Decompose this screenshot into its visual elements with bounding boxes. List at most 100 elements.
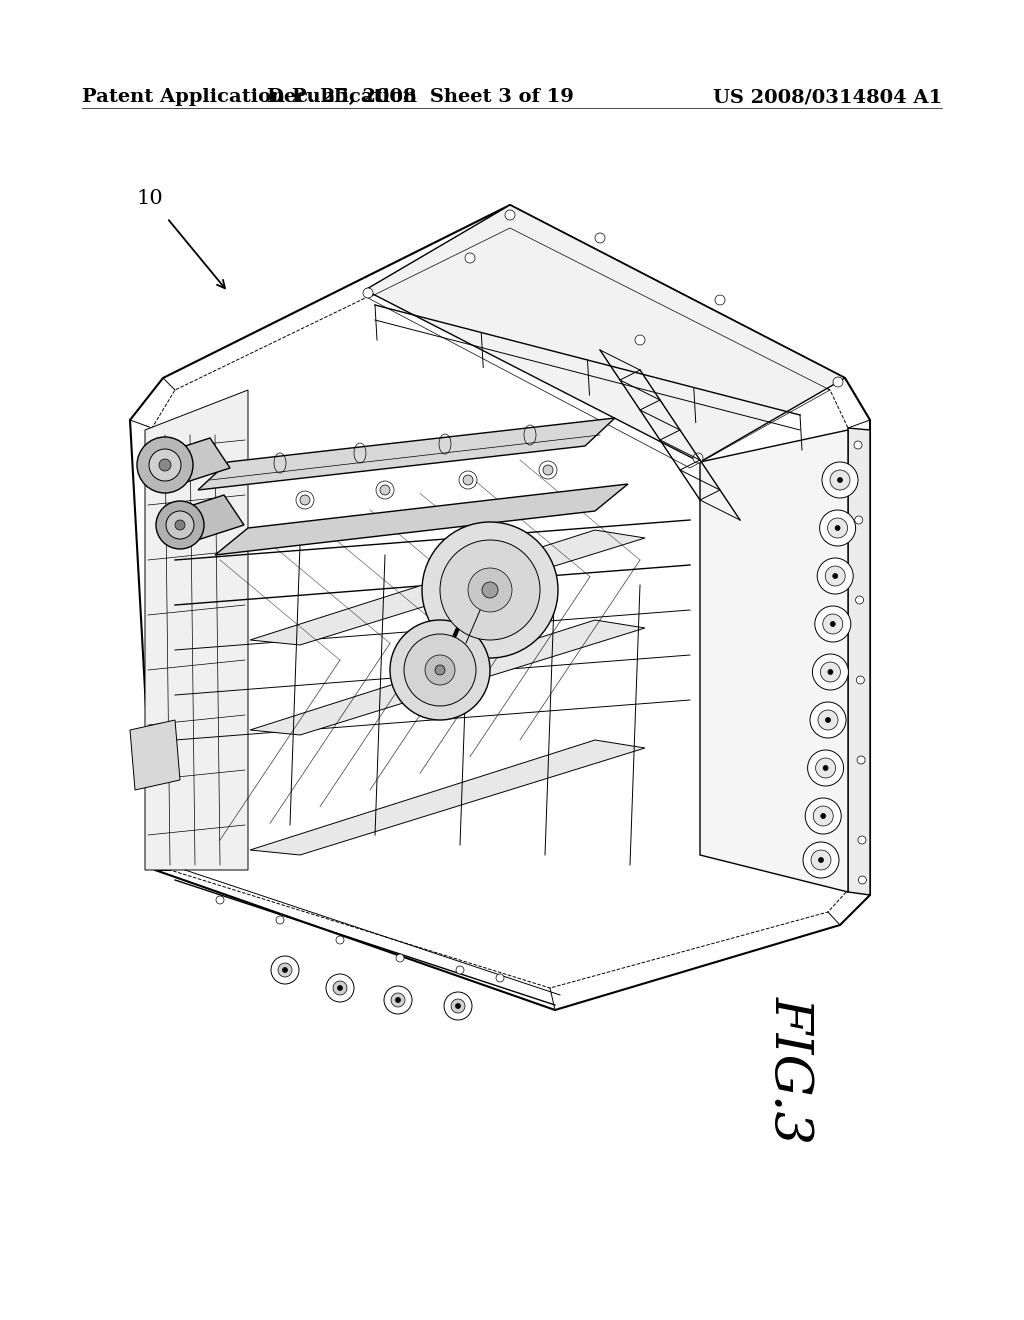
Circle shape	[833, 378, 843, 387]
Circle shape	[838, 478, 843, 483]
Circle shape	[278, 964, 292, 977]
Text: FIG.3: FIG.3	[765, 997, 815, 1144]
Circle shape	[813, 807, 834, 826]
Circle shape	[830, 470, 850, 490]
Circle shape	[543, 465, 553, 475]
Circle shape	[836, 525, 840, 531]
Circle shape	[823, 614, 843, 634]
Circle shape	[827, 669, 833, 675]
Circle shape	[858, 876, 866, 884]
Circle shape	[855, 597, 863, 605]
Circle shape	[396, 954, 404, 962]
Circle shape	[404, 634, 476, 706]
Circle shape	[465, 253, 475, 263]
Circle shape	[822, 462, 858, 498]
Text: Patent Application Publication: Patent Application Publication	[82, 88, 417, 106]
Circle shape	[820, 663, 841, 682]
Polygon shape	[130, 205, 870, 1010]
Polygon shape	[148, 438, 230, 488]
Circle shape	[463, 475, 473, 484]
Circle shape	[856, 676, 864, 684]
Circle shape	[858, 836, 866, 843]
Text: US 2008/0314804 A1: US 2008/0314804 A1	[713, 88, 942, 106]
Circle shape	[855, 516, 863, 524]
Circle shape	[825, 718, 830, 722]
Circle shape	[635, 335, 645, 345]
Circle shape	[817, 558, 853, 594]
Circle shape	[166, 511, 194, 539]
Polygon shape	[365, 205, 845, 462]
Circle shape	[283, 968, 288, 973]
Circle shape	[159, 459, 171, 471]
Circle shape	[175, 520, 185, 531]
Circle shape	[815, 606, 851, 642]
Circle shape	[216, 896, 224, 904]
Circle shape	[435, 665, 445, 675]
Circle shape	[818, 858, 823, 862]
Circle shape	[395, 998, 400, 1002]
Circle shape	[451, 999, 465, 1012]
Circle shape	[296, 491, 314, 510]
Circle shape	[805, 799, 841, 834]
Circle shape	[539, 461, 557, 479]
Circle shape	[808, 750, 844, 785]
Circle shape	[338, 986, 342, 990]
Circle shape	[825, 566, 845, 586]
Circle shape	[440, 540, 540, 640]
Circle shape	[137, 437, 193, 492]
Text: Dec. 25, 2008  Sheet 3 of 19: Dec. 25, 2008 Sheet 3 of 19	[266, 88, 573, 106]
Circle shape	[444, 993, 472, 1020]
Circle shape	[693, 453, 703, 463]
Circle shape	[362, 288, 373, 298]
Polygon shape	[700, 430, 848, 892]
Polygon shape	[215, 484, 628, 554]
Circle shape	[595, 234, 605, 243]
Circle shape	[496, 974, 504, 982]
Circle shape	[803, 842, 839, 878]
Circle shape	[456, 1003, 461, 1008]
Circle shape	[384, 986, 412, 1014]
Polygon shape	[848, 428, 870, 895]
Circle shape	[857, 756, 865, 764]
Polygon shape	[250, 531, 645, 645]
Polygon shape	[250, 741, 645, 855]
Polygon shape	[250, 620, 645, 735]
Polygon shape	[198, 418, 615, 490]
Circle shape	[823, 766, 828, 771]
Circle shape	[459, 471, 477, 488]
Circle shape	[854, 441, 862, 449]
Circle shape	[827, 517, 848, 539]
Circle shape	[422, 521, 558, 657]
Polygon shape	[145, 389, 248, 870]
Circle shape	[391, 993, 406, 1007]
Circle shape	[326, 974, 354, 1002]
Circle shape	[425, 655, 455, 685]
Circle shape	[156, 502, 204, 549]
Polygon shape	[162, 495, 244, 545]
Circle shape	[333, 981, 347, 995]
Circle shape	[830, 622, 836, 627]
Circle shape	[456, 966, 464, 974]
Circle shape	[150, 449, 181, 480]
Circle shape	[271, 956, 299, 983]
Text: 10: 10	[136, 189, 164, 207]
Circle shape	[715, 294, 725, 305]
Circle shape	[812, 653, 849, 690]
Polygon shape	[130, 719, 180, 789]
Circle shape	[505, 210, 515, 220]
Circle shape	[819, 510, 856, 546]
Circle shape	[380, 484, 390, 495]
Circle shape	[810, 702, 846, 738]
Circle shape	[811, 850, 831, 870]
Circle shape	[336, 936, 344, 944]
Circle shape	[276, 916, 284, 924]
Circle shape	[818, 710, 838, 730]
Circle shape	[833, 573, 838, 578]
Circle shape	[820, 813, 825, 818]
Circle shape	[468, 568, 512, 612]
Circle shape	[376, 480, 394, 499]
Circle shape	[300, 495, 310, 506]
Circle shape	[815, 758, 836, 777]
Circle shape	[390, 620, 490, 719]
Circle shape	[482, 582, 498, 598]
